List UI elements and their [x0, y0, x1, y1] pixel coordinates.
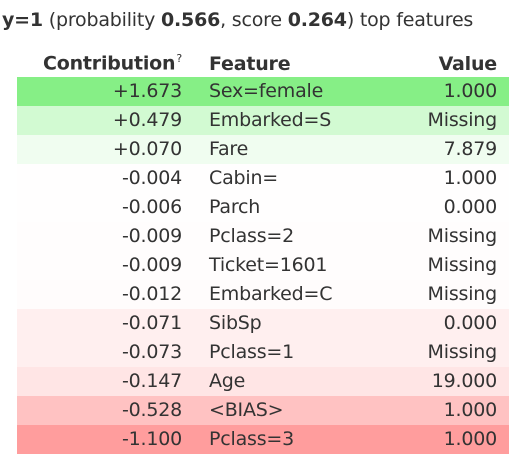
contribution-cell: -0.073 [121, 341, 182, 363]
table-row: +0.070 Fare 7.879 [17, 135, 509, 164]
explanation-title: y=1 (probability 0.566, score 0.264) top… [2, 8, 473, 32]
table-row: -0.004 Cabin= 1.000 [17, 164, 509, 193]
feature-cell: Fare [209, 138, 249, 160]
title-suffix: ) top features [346, 9, 474, 31]
feature-cell: Ticket=1601 [209, 254, 328, 276]
feature-contribution-table: Contribution? Feature Value +1.673 Sex=fe… [17, 50, 509, 454]
contribution-cell: -0.009 [121, 225, 182, 247]
table-row: +0.479 Embarked=S Missing [17, 106, 509, 135]
value-cell: 7.879 [443, 138, 498, 160]
value-cell: Missing [427, 283, 498, 305]
table-row: -0.009 Ticket=1601 Missing [17, 251, 509, 280]
contribution-cell: -1.100 [121, 428, 182, 450]
help-icon[interactable]: ? [176, 52, 182, 66]
column-header-feature: Feature [209, 52, 291, 75]
table-header-row: Contribution? Feature Value [17, 50, 509, 77]
probability-prefix: (probability [48, 9, 156, 31]
table-row: -0.147 Age 19.000 [17, 367, 509, 396]
contribution-cell: -0.528 [121, 399, 182, 421]
contribution-cell: -0.147 [121, 370, 182, 392]
column-header-contribution: Contribution? [17, 50, 209, 77]
value-cell: 1.000 [443, 399, 498, 421]
table-row: -0.009 Pclass=2 Missing [17, 222, 509, 251]
probability-value: 0.566 [161, 9, 221, 31]
table-row: -0.528 <BIAS> 1.000 [17, 396, 509, 425]
feature-cell: Sex=female [209, 80, 324, 102]
table-row: +1.673 Sex=female 1.000 [17, 77, 509, 106]
feature-cell: SibSp [209, 312, 262, 334]
value-cell: 1.000 [443, 428, 498, 450]
feature-cell: Pclass=2 [209, 225, 295, 247]
contribution-cell: +0.070 [112, 138, 182, 160]
column-header-value: Value [438, 52, 498, 75]
feature-cell: Age [209, 370, 246, 392]
table-row: -0.073 Pclass=1 Missing [17, 338, 509, 367]
score-prefix: , score [220, 9, 282, 31]
value-cell: Missing [427, 109, 498, 131]
target-label: y=1 [2, 9, 43, 31]
value-cell: Missing [427, 341, 498, 363]
value-cell: 1.000 [443, 80, 498, 102]
value-cell: 19.000 [431, 370, 497, 392]
table-row: -0.071 SibSp 0.000 [17, 309, 509, 338]
contribution-header-label: Contribution [42, 52, 176, 75]
value-cell: 0.000 [443, 196, 498, 218]
value-cell: 1.000 [443, 167, 498, 189]
score-value: 0.264 [287, 9, 347, 31]
table-row: -0.006 Parch 0.000 [17, 193, 509, 222]
feature-cell: Embarked=S [209, 109, 332, 131]
feature-cell: Cabin= [209, 167, 279, 189]
value-cell: Missing [427, 225, 498, 247]
contribution-cell: -0.004 [121, 167, 182, 189]
contribution-cell: -0.071 [121, 312, 182, 334]
contribution-cell: -0.006 [121, 196, 182, 218]
table-body: +1.673 Sex=female 1.000 +0.479 Embarked=S Mis… [17, 77, 509, 454]
feature-cell: Parch [209, 196, 261, 218]
feature-cell: <BIAS> [209, 399, 284, 421]
contribution-cell: -0.012 [121, 283, 182, 305]
contribution-cell: -0.009 [121, 254, 182, 276]
table-row: -0.012 Embarked=C Missing [17, 280, 509, 309]
value-cell: Missing [427, 254, 498, 276]
feature-cell: Pclass=3 [209, 428, 295, 450]
contribution-cell: +1.673 [112, 80, 182, 102]
feature-cell: Pclass=1 [209, 341, 295, 363]
table-row: -1.100 Pclass=3 1.000 [17, 425, 509, 454]
feature-cell: Embarked=C [209, 283, 333, 305]
value-cell: 0.000 [443, 312, 498, 334]
contribution-cell: +0.479 [112, 109, 182, 131]
